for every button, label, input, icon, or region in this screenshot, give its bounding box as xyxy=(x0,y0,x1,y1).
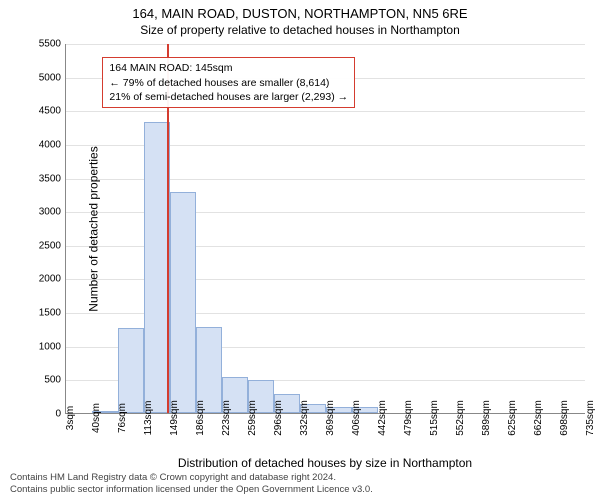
x-tick-label: 40sqm xyxy=(91,403,102,433)
info-box-line-2: ← 79% of detached houses are smaller (8,… xyxy=(109,76,348,90)
y-tick-label: 500 xyxy=(44,375,65,386)
plot-area: 164 MAIN ROAD: 145sqm ← 79% of detached … xyxy=(65,44,585,414)
x-tick: 369sqm xyxy=(325,414,326,417)
y-tick-label: 3000 xyxy=(39,207,65,218)
x-tick: 406sqm xyxy=(351,414,352,417)
x-tick: 698sqm xyxy=(559,414,560,417)
x-tick-label: 296sqm xyxy=(273,400,284,436)
x-tick-label: 149sqm xyxy=(169,400,180,436)
x-tick-label: 259sqm xyxy=(247,400,258,436)
y-tick-label: 5500 xyxy=(39,39,65,50)
x-tick-label: 332sqm xyxy=(299,400,310,436)
x-tick: 442sqm xyxy=(377,414,378,417)
x-tick: 259sqm xyxy=(247,414,248,417)
info-box-line-3: 21% of semi-detached houses are larger (… xyxy=(109,90,348,104)
y-tick-label: 2500 xyxy=(39,240,65,251)
x-tick-label: 698sqm xyxy=(559,400,570,436)
x-tick: 332sqm xyxy=(299,414,300,417)
x-tick: 40sqm xyxy=(91,414,92,417)
y-tick-label: 4500 xyxy=(39,106,65,117)
x-tick-label: 113sqm xyxy=(143,401,154,436)
page-title-address: 164, MAIN ROAD, DUSTON, NORTHAMPTON, NN5… xyxy=(0,0,600,21)
x-tick-label: 223sqm xyxy=(221,400,232,436)
info-box-line-1: 164 MAIN ROAD: 145sqm xyxy=(109,61,348,75)
x-tick-label: 662sqm xyxy=(533,400,544,436)
y-tick-label: 3500 xyxy=(39,173,65,184)
x-tick: 223sqm xyxy=(221,414,222,417)
x-tick: 296sqm xyxy=(273,414,274,417)
y-tick-label: 2000 xyxy=(39,274,65,285)
x-tick-label: 479sqm xyxy=(403,400,414,436)
x-tick-label: 76sqm xyxy=(117,403,128,433)
y-tick-label: 0 xyxy=(55,409,65,420)
x-tick: 625sqm xyxy=(507,414,508,417)
x-tick: 589sqm xyxy=(481,414,482,417)
property-info-box: 164 MAIN ROAD: 145sqm ← 79% of detached … xyxy=(102,57,355,108)
x-tick: 479sqm xyxy=(403,414,404,417)
footer-line-2: Contains public sector information licen… xyxy=(10,484,373,496)
y-tick-label: 1000 xyxy=(39,341,65,352)
x-tick: 662sqm xyxy=(533,414,534,417)
page-title-subtitle: Size of property relative to detached ho… xyxy=(0,21,600,37)
x-tick-label: 442sqm xyxy=(377,400,388,436)
x-tick-label: 515sqm xyxy=(429,400,440,436)
x-tick: 149sqm xyxy=(169,414,170,417)
histogram-chart: 164 MAIN ROAD: 145sqm ← 79% of detached … xyxy=(65,44,585,414)
x-tick-label: 625sqm xyxy=(507,400,518,436)
footer-line-1: Contains HM Land Registry data © Crown c… xyxy=(10,472,373,484)
x-axis-label: Distribution of detached houses by size … xyxy=(65,456,585,470)
x-tick-label: 369sqm xyxy=(325,400,336,436)
x-tick-label: 735sqm xyxy=(585,400,596,436)
x-tick-label: 3sqm xyxy=(65,406,76,430)
x-tick: 76sqm xyxy=(117,414,118,417)
x-tick: 515sqm xyxy=(429,414,430,417)
x-tick-label: 589sqm xyxy=(481,400,492,436)
y-tick-label: 1500 xyxy=(39,308,65,319)
x-tick: 552sqm xyxy=(455,414,456,417)
x-tick: 186sqm xyxy=(195,414,196,417)
x-tick-label: 406sqm xyxy=(351,400,362,436)
y-tick-label: 4000 xyxy=(39,139,65,150)
attribution-footer: Contains HM Land Registry data © Crown c… xyxy=(10,472,373,496)
x-tick: 113sqm xyxy=(143,414,144,417)
x-tick-label: 552sqm xyxy=(455,400,466,436)
y-tick-label: 5000 xyxy=(39,72,65,83)
x-tick: 3sqm xyxy=(65,414,66,417)
histogram-bar xyxy=(118,328,144,413)
y-axis-label: Number of detached properties xyxy=(87,146,101,311)
histogram-bar xyxy=(170,192,196,413)
x-tick-label: 186sqm xyxy=(195,400,206,436)
x-tick: 735sqm xyxy=(585,414,586,417)
